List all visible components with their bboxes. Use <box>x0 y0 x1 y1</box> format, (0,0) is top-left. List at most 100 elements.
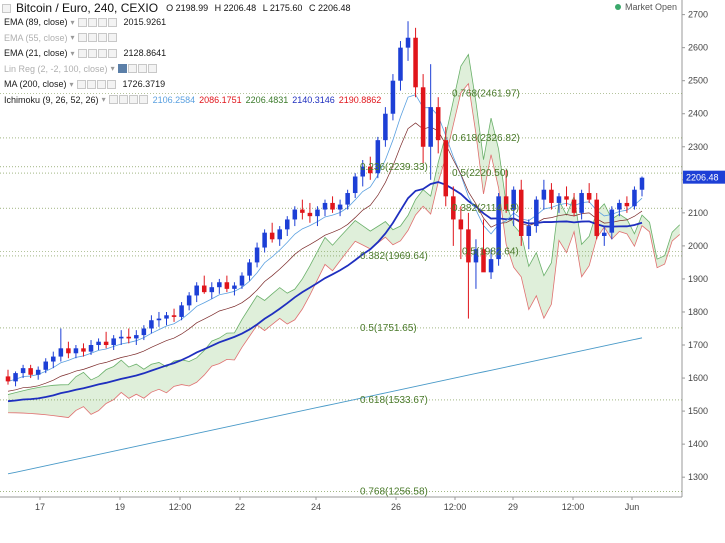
format-icon[interactable] <box>137 64 147 73</box>
settings-icon[interactable] <box>87 48 97 58</box>
settings-icon[interactable] <box>87 33 97 42</box>
ichimoku-value: 2206.4831 <box>245 94 289 105</box>
candle-body <box>503 196 509 210</box>
close-icon[interactable] <box>147 64 157 73</box>
visibility-icon[interactable] <box>108 95 118 104</box>
candle-body <box>269 232 275 240</box>
candle-body <box>451 196 456 220</box>
format-icon[interactable] <box>97 33 107 42</box>
candle-body <box>13 373 18 382</box>
senkou-span-b <box>7 82 680 419</box>
chevron-down-icon[interactable]: ▾ <box>70 48 75 58</box>
candle-body <box>164 315 169 319</box>
candle-body <box>428 107 433 147</box>
time-tick-label: 26 <box>391 502 401 512</box>
chevron-down-icon[interactable]: ▾ <box>101 95 106 104</box>
chart-header: Bitcoin / Euro, 240, CEXIO O 2198.99 H 2… <box>0 0 354 16</box>
market-status: Market Open <box>614 2 677 12</box>
candle-body <box>307 212 313 217</box>
chevron-down-icon[interactable]: ▾ <box>70 17 75 27</box>
indicator-value: 2015.9261 <box>123 17 167 27</box>
candle-body <box>58 348 64 357</box>
close-icon[interactable] <box>106 79 116 89</box>
settings-icon[interactable] <box>87 17 97 27</box>
indicator-value: 1726.3719 <box>122 79 166 89</box>
price-tick-label: 2100 <box>688 208 708 218</box>
format-icon[interactable] <box>96 79 106 89</box>
ichimoku-value: 2140.3146 <box>292 94 335 105</box>
close-icon[interactable] <box>107 48 117 58</box>
candle-body <box>315 209 320 217</box>
candle-body <box>375 140 381 174</box>
time-tick-label: 12:00 <box>562 502 585 512</box>
price-tick-label: 1600 <box>688 373 708 383</box>
price-tick-label: 1800 <box>688 307 708 317</box>
candle-body <box>179 305 184 317</box>
candle-body <box>624 202 630 207</box>
ichimoku-value: 2190.8862 <box>338 94 382 105</box>
price-tick-label: 2300 <box>688 142 708 152</box>
chevron-down-icon[interactable]: ▾ <box>69 79 74 89</box>
candle-body <box>579 193 584 213</box>
visibility-icon[interactable] <box>77 33 87 42</box>
candle-body <box>239 275 245 286</box>
ichimoku-values: 2106.2584 2086.1751 2206.4831 2140.3146 2190… <box>149 95 382 105</box>
visibility-icon[interactable] <box>77 48 87 58</box>
indicator-value: 2128.8641 <box>123 48 167 58</box>
time-tick-label: 12:00 <box>169 502 192 512</box>
candle-body <box>398 47 403 81</box>
fib-label: 0.382(2114.18) <box>452 203 519 214</box>
format-icon[interactable] <box>128 95 138 104</box>
candle-body <box>103 341 109 346</box>
settings-icon[interactable] <box>86 79 96 89</box>
indicator-row[interactable]: Lin Reg (2, -2, 100, close) ▾ <box>0 62 158 76</box>
candle-body <box>156 318 162 321</box>
chevron-down-icon[interactable]: ▾ <box>110 64 115 73</box>
candle-body <box>488 259 494 273</box>
symbol-toggle-icon[interactable] <box>2 3 11 13</box>
candle-body <box>337 204 343 210</box>
visibility-icon[interactable] <box>76 79 86 89</box>
candle-body <box>201 285 207 293</box>
indicator-row[interactable]: EMA (55, close) ▾ <box>0 31 118 45</box>
ichimoku-value: 2106.2584 <box>152 94 196 105</box>
price-tick-label: 1300 <box>688 472 708 482</box>
chevron-down-icon[interactable]: ▾ <box>70 33 75 42</box>
close-icon[interactable] <box>107 17 117 27</box>
candle-body <box>458 219 464 230</box>
candle-body <box>413 37 418 88</box>
candle-body <box>609 209 615 233</box>
candle-body <box>81 348 86 352</box>
candle-body <box>209 287 215 293</box>
time-tick-label: Jun <box>625 502 640 512</box>
indicator-row[interactable]: EMA (89, close) ▾ 2015.9261 <box>0 15 166 29</box>
ma200-line <box>7 337 643 475</box>
price-tick-label: 2700 <box>688 10 708 20</box>
format-icon[interactable] <box>97 17 107 27</box>
candle-body <box>217 282 222 288</box>
close-icon[interactable] <box>107 33 117 42</box>
indicator-row[interactable]: EMA (21, close) ▾ 2128.8641 <box>0 46 166 60</box>
candle-body <box>111 338 116 346</box>
indicator-name: Lin Reg (2, -2, 100, close) <box>4 63 108 74</box>
candle-body <box>352 176 358 194</box>
candle-body <box>292 209 298 220</box>
candle-body <box>617 202 622 210</box>
close-icon[interactable] <box>138 95 148 104</box>
settings-icon[interactable] <box>118 95 128 104</box>
candle-body <box>134 335 139 339</box>
indicator-row[interactable]: Ichimoku (9, 26, 52, 26) ▾ 2106.2584 2086.1… <box>0 93 381 107</box>
format-icon[interactable] <box>97 48 107 58</box>
candle-body <box>481 249 486 273</box>
time-tick-label: 24 <box>311 502 321 512</box>
visibility-icon[interactable] <box>117 64 127 73</box>
time-tick-label: 22 <box>235 502 245 512</box>
indicator-row[interactable]: MA (200, close) ▾ 1726.3719 <box>0 77 165 91</box>
candle-body <box>88 345 94 352</box>
candle-body <box>549 189 554 203</box>
settings-icon[interactable] <box>127 64 137 73</box>
candle-body <box>277 229 282 240</box>
candle-body <box>541 189 547 200</box>
visibility-icon[interactable] <box>77 17 87 27</box>
